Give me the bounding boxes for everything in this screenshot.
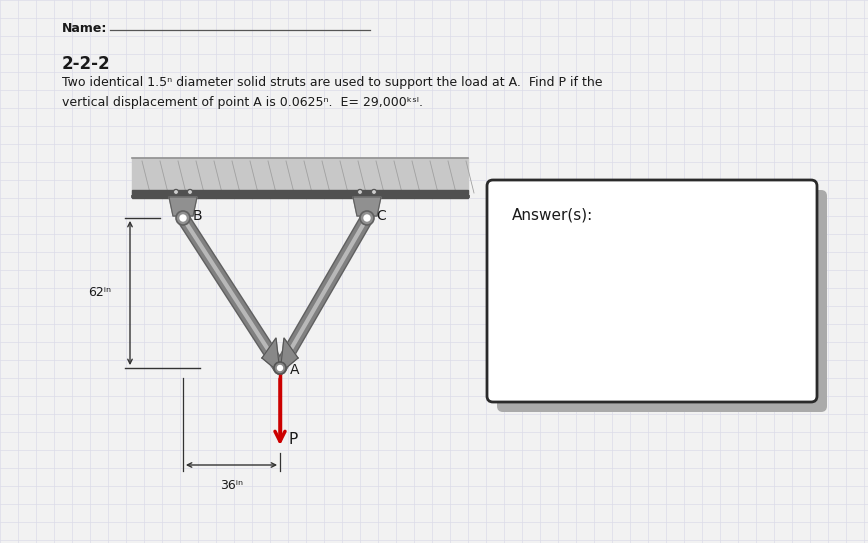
Circle shape (174, 190, 179, 194)
Text: A: A (290, 363, 299, 377)
Circle shape (358, 191, 361, 193)
Circle shape (189, 191, 191, 193)
Circle shape (187, 190, 193, 194)
Circle shape (174, 191, 177, 193)
Circle shape (278, 365, 282, 370)
Text: 62ⁱⁿ: 62ⁱⁿ (88, 287, 111, 300)
Polygon shape (132, 158, 468, 196)
FancyBboxPatch shape (487, 180, 817, 402)
Circle shape (372, 191, 375, 193)
Text: 2-2-2: 2-2-2 (62, 55, 110, 73)
Polygon shape (280, 338, 298, 373)
Circle shape (176, 211, 190, 225)
Polygon shape (169, 197, 197, 216)
Circle shape (364, 215, 370, 221)
Polygon shape (132, 190, 468, 198)
Text: B: B (193, 209, 202, 223)
Circle shape (358, 190, 363, 194)
Text: P: P (288, 433, 297, 447)
Text: 36ⁱⁿ: 36ⁱⁿ (220, 479, 243, 492)
FancyBboxPatch shape (497, 190, 827, 412)
Circle shape (180, 215, 186, 221)
Polygon shape (262, 338, 280, 373)
Text: C: C (376, 209, 385, 223)
Circle shape (274, 362, 286, 374)
Text: Two identical 1.5ⁿ diameter solid struts are used to support the load at A.  Fin: Two identical 1.5ⁿ diameter solid struts… (62, 76, 602, 89)
Text: Answer(s):: Answer(s): (512, 208, 593, 223)
Text: Name:: Name: (62, 22, 108, 35)
Polygon shape (353, 197, 381, 216)
Circle shape (360, 211, 374, 225)
Text: vertical displacement of point A is 0.0625ⁿ.  E= 29,000ᵏˢᴵ.: vertical displacement of point A is 0.06… (62, 96, 423, 109)
Circle shape (372, 190, 377, 194)
